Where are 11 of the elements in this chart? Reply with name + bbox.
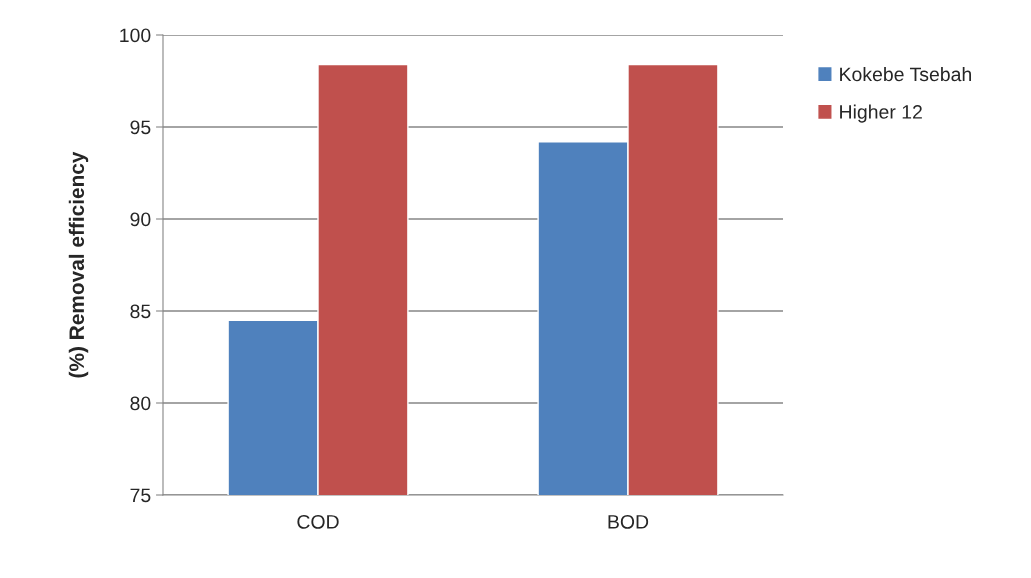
legend-label: Kokebe Tsebah <box>840 66 971 82</box>
y-tick-label: 100 <box>120 28 151 43</box>
y-tick-label: 95 <box>130 120 151 135</box>
y-tick-label: 85 <box>130 304 151 319</box>
legend-label: Higher 12 <box>840 104 922 123</box>
x-tick-label: COD <box>297 514 339 529</box>
y-tick-label: 75 <box>130 488 151 503</box>
y-tick-label: 80 <box>130 396 151 411</box>
y-axis-title: (%) Removal efficiency <box>68 151 89 378</box>
x-tick-label: BOD <box>608 514 649 529</box>
y-tick-label: 90 <box>130 212 151 227</box>
